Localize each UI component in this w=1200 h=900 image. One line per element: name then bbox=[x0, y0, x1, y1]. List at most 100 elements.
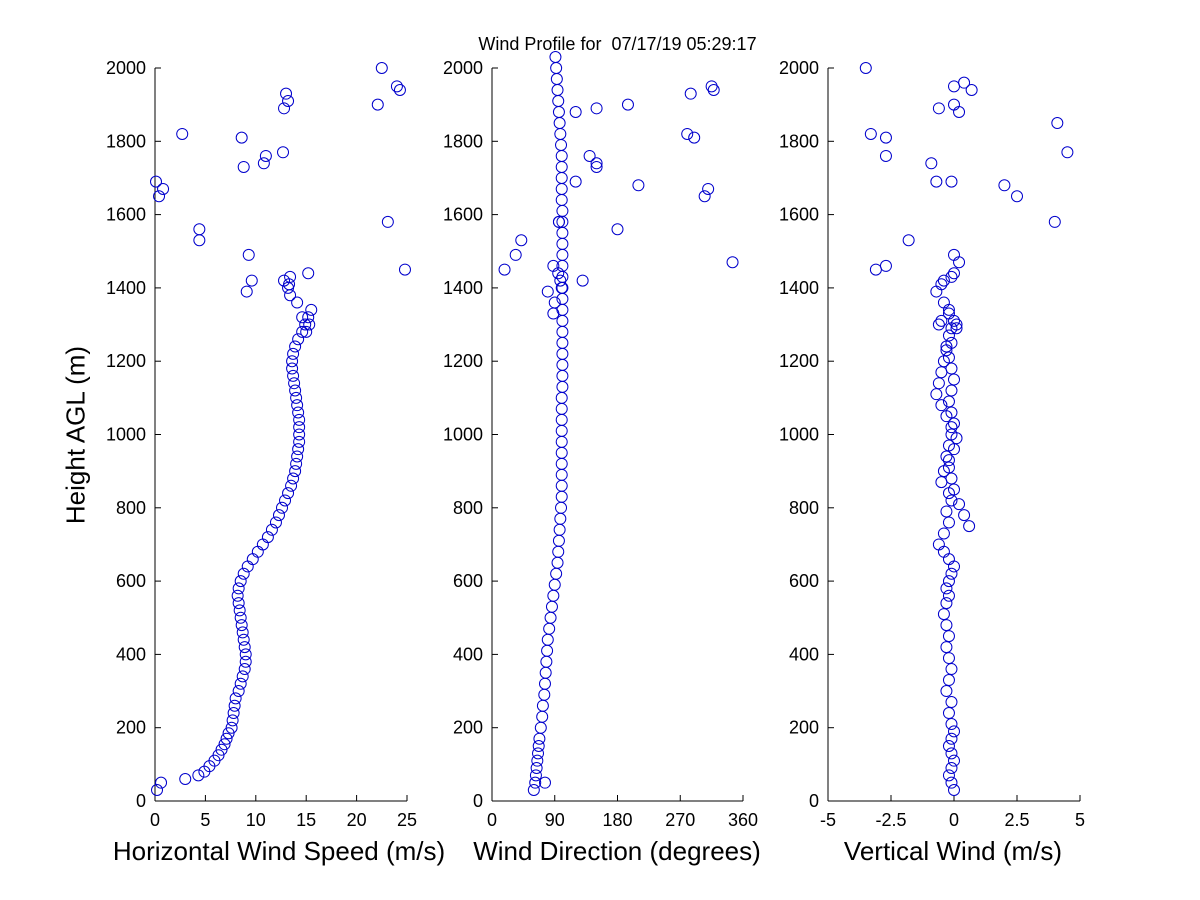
data-point bbox=[940, 410, 953, 423]
data-point bbox=[291, 450, 304, 463]
y-tick-label: 1600 bbox=[106, 205, 146, 225]
panel-wind-direction: 0 200 400 600 800 1000 1200 1400 1600 1800 2000 0 90… bbox=[443, 51, 758, 830]
data-point bbox=[235, 131, 248, 144]
y-tick-label: 400 bbox=[789, 644, 819, 664]
data-point bbox=[236, 626, 249, 639]
data-point bbox=[539, 666, 552, 679]
data-point bbox=[293, 421, 306, 434]
data-point bbox=[555, 479, 568, 492]
data-point bbox=[937, 465, 950, 478]
data-point bbox=[541, 644, 554, 657]
data-point bbox=[231, 589, 244, 602]
data-point bbox=[948, 314, 960, 327]
data-point bbox=[1051, 116, 1064, 129]
y-tick-label: 1200 bbox=[443, 351, 483, 371]
data-point bbox=[569, 175, 582, 188]
y-tick-label: 1400 bbox=[106, 278, 146, 298]
data-point bbox=[940, 505, 953, 518]
data-point bbox=[192, 769, 205, 782]
y-tick-label: 400 bbox=[453, 644, 483, 664]
data-point bbox=[543, 622, 556, 635]
data-point bbox=[1011, 190, 1023, 203]
data-point bbox=[236, 670, 249, 683]
data-point bbox=[375, 62, 388, 74]
data-point bbox=[277, 146, 290, 159]
data-point bbox=[240, 285, 253, 298]
y-tick-label: 1000 bbox=[106, 425, 146, 445]
data-point bbox=[555, 281, 568, 294]
data-point bbox=[284, 289, 297, 302]
data-point bbox=[945, 494, 958, 507]
data-point bbox=[239, 648, 252, 661]
data-point bbox=[632, 179, 645, 192]
data-point bbox=[552, 534, 565, 547]
data-point bbox=[688, 131, 701, 144]
data-point bbox=[583, 149, 596, 162]
data-point bbox=[233, 604, 246, 617]
data-point bbox=[251, 545, 264, 558]
data-point bbox=[945, 747, 958, 760]
data-point bbox=[287, 347, 300, 360]
data-point bbox=[237, 567, 250, 580]
data-point bbox=[555, 402, 568, 415]
data-point bbox=[940, 641, 953, 654]
data-point bbox=[257, 157, 270, 170]
data-point bbox=[621, 98, 634, 111]
data-point bbox=[371, 98, 384, 111]
y-tick-label: 1200 bbox=[779, 351, 819, 371]
data-point bbox=[549, 51, 562, 64]
x-tick-label: 0 bbox=[949, 810, 959, 830]
data-point bbox=[576, 274, 589, 287]
data-point bbox=[555, 446, 568, 459]
data-point bbox=[698, 190, 711, 203]
data-point bbox=[555, 501, 568, 514]
x-tick-label: 20 bbox=[347, 810, 367, 830]
data-point bbox=[531, 754, 544, 767]
y-tick-label: 2000 bbox=[779, 58, 819, 78]
y-tick-label: 600 bbox=[116, 571, 146, 591]
data-point bbox=[222, 727, 235, 740]
data-point bbox=[859, 62, 872, 74]
data-point bbox=[553, 523, 566, 536]
data-point bbox=[215, 743, 228, 756]
data-point bbox=[237, 633, 250, 646]
data-point bbox=[290, 391, 303, 404]
data-point bbox=[232, 685, 245, 698]
data-point bbox=[726, 256, 739, 269]
data-point bbox=[932, 538, 945, 551]
data-point bbox=[225, 721, 238, 734]
data-point bbox=[879, 131, 892, 144]
data-point bbox=[289, 384, 302, 397]
data-point bbox=[590, 157, 603, 170]
data-point bbox=[681, 127, 694, 140]
data-point bbox=[942, 454, 955, 467]
data-point bbox=[684, 87, 697, 100]
data-point bbox=[291, 399, 304, 412]
data-point bbox=[864, 127, 877, 140]
data-point bbox=[932, 102, 945, 115]
data-point bbox=[556, 369, 569, 382]
data-point bbox=[556, 204, 569, 217]
data-point bbox=[245, 274, 258, 287]
data-point bbox=[948, 443, 960, 456]
x-axis-label-vertical-wind: Vertical Wind (m/s) bbox=[843, 836, 1063, 866]
data-point bbox=[238, 641, 251, 654]
data-point bbox=[998, 179, 1011, 192]
data-point bbox=[228, 699, 241, 712]
data-point bbox=[289, 465, 302, 478]
data-point bbox=[1061, 146, 1074, 159]
data-point bbox=[950, 322, 963, 335]
data-point bbox=[555, 193, 568, 206]
data-point bbox=[547, 307, 560, 320]
data-point bbox=[285, 479, 298, 492]
data-point bbox=[552, 94, 565, 107]
data-point bbox=[950, 432, 963, 445]
data-point bbox=[965, 83, 978, 96]
data-point bbox=[547, 589, 560, 602]
x-tick-label: 2.5 bbox=[1004, 810, 1029, 830]
data-point bbox=[569, 105, 582, 118]
y-tick-label: 1600 bbox=[443, 205, 483, 225]
panel-vertical-wind: 0 200 400 600 800 1000 1200 1400 1600 1800 2000 -5 -… bbox=[779, 58, 1085, 830]
data-point bbox=[283, 278, 296, 291]
